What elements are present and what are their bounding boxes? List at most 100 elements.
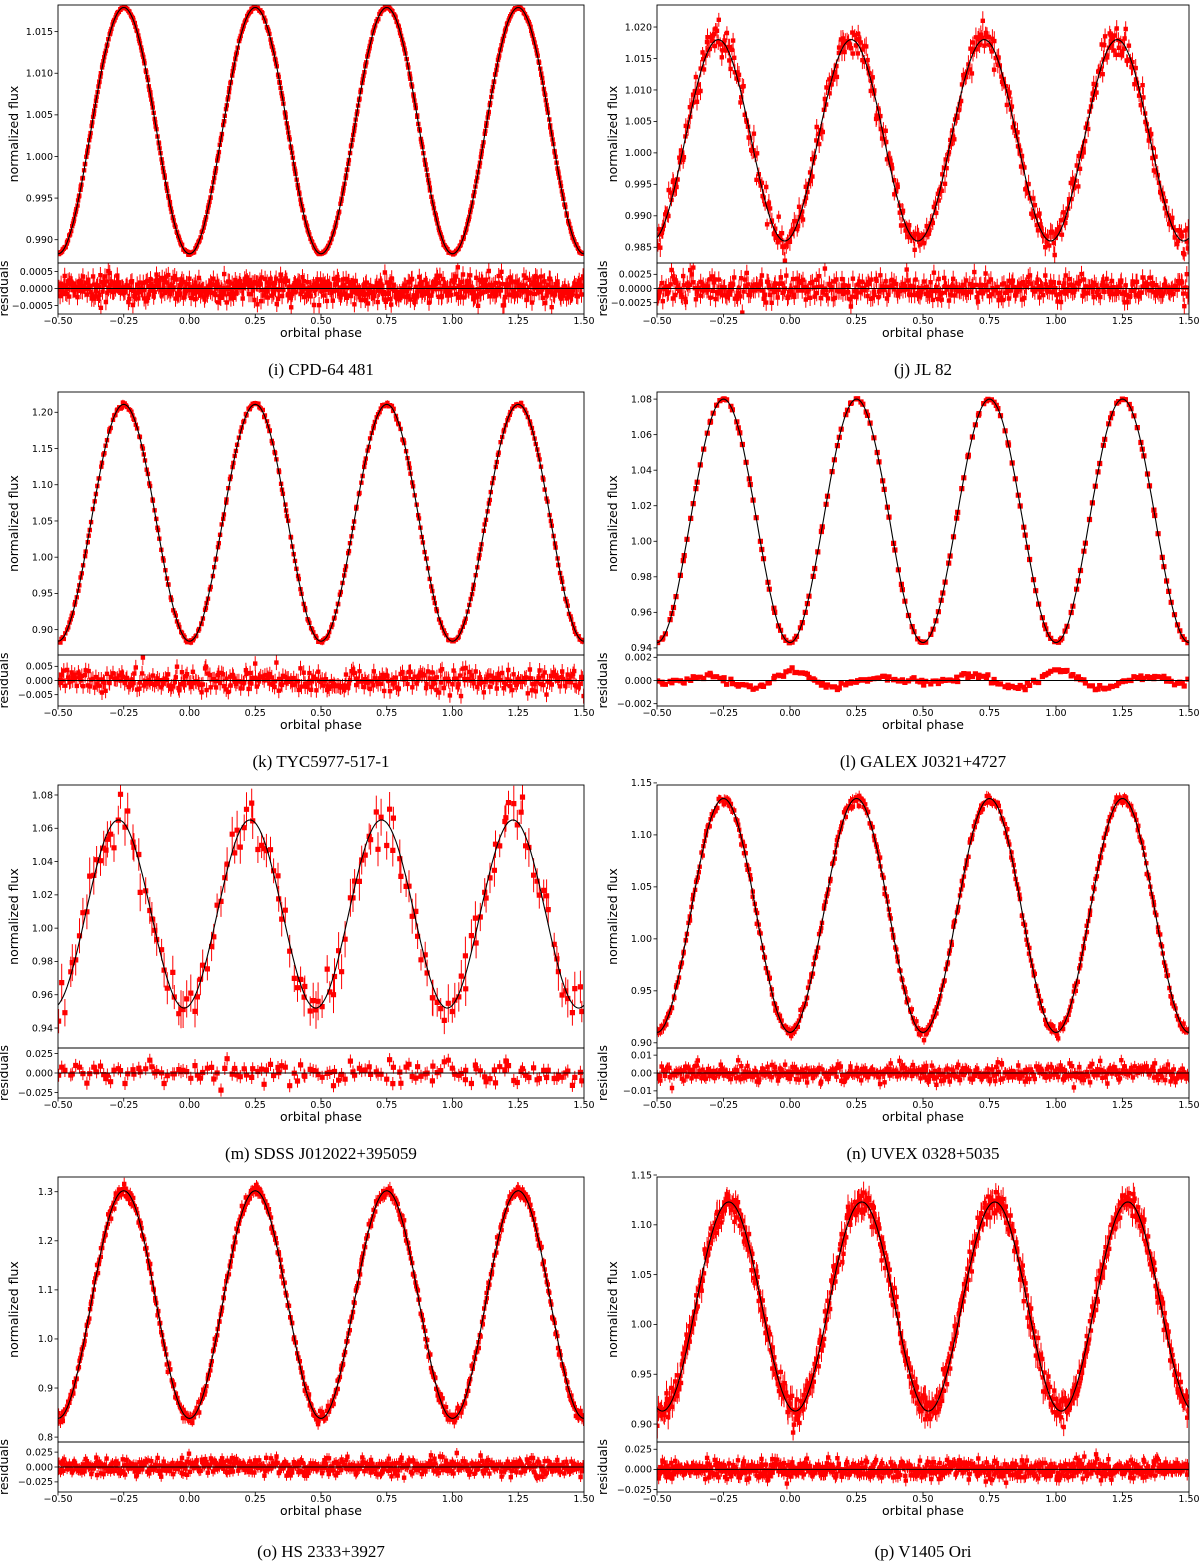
residual-y-tick-label: −0.01 — [623, 1086, 652, 1097]
residual-y-tick-label: 0.000 — [625, 1465, 652, 1476]
y-tick-label: 1.05 — [631, 882, 652, 893]
x-tick-label: 0.50 — [310, 1494, 331, 1505]
y-tick-label: 1.000 — [26, 152, 53, 163]
y-tick-label: 0.90 — [631, 1038, 652, 1049]
x-tick-label: 1.25 — [1112, 1100, 1133, 1111]
y-tick-label: 1.00 — [631, 537, 652, 548]
y-tick-label: 0.985 — [625, 243, 652, 254]
y-axis-label: normalized flux — [6, 868, 21, 965]
flux-markers — [58, 400, 584, 645]
x-axis-label: orbital phase — [280, 325, 362, 340]
x-axis-label: orbital phase — [280, 717, 362, 732]
x-tick-label: 1.00 — [1045, 1494, 1066, 1505]
x-tick-label: −0.50 — [43, 1100, 72, 1111]
x-tick-label: −0.25 — [709, 1100, 738, 1111]
residual-y-tick-label: −0.005 — [18, 690, 53, 701]
residual-axis-label: residuals — [0, 652, 11, 708]
x-tick-label: −0.50 — [642, 1100, 671, 1111]
x-tick-label: 0.25 — [245, 316, 266, 327]
x-tick-label: 0.50 — [310, 1100, 331, 1111]
flux-markers — [58, 1181, 584, 1427]
x-tick-label: 1.00 — [1045, 1100, 1066, 1111]
flux-points — [657, 790, 1189, 1045]
x-tick-label: 0.75 — [979, 316, 1000, 327]
y-tick-label: 1.0 — [38, 1334, 53, 1345]
x-tick-label: −0.50 — [642, 1494, 671, 1505]
residual-points — [58, 1052, 584, 1097]
x-tick-label: 0.00 — [779, 708, 800, 719]
x-tick-label: 1.50 — [1178, 1100, 1199, 1111]
x-tick-label: −0.50 — [43, 1494, 72, 1505]
x-tick-label: 1.50 — [573, 316, 594, 327]
x-tick-label: 0.75 — [979, 1494, 1000, 1505]
residual-y-tick-label: 0.000 — [26, 1462, 53, 1473]
residual-axis-label: residuals — [595, 260, 610, 316]
y-tick-label: 1.020 — [625, 22, 652, 33]
flux-points — [657, 396, 1189, 646]
y-tick-label: 0.8 — [38, 1432, 53, 1443]
x-axis-label: orbital phase — [882, 717, 964, 732]
residual-markers — [657, 665, 1189, 693]
x-tick-label: 0.00 — [179, 1100, 200, 1111]
x-tick-label: −0.50 — [43, 708, 72, 719]
y-tick-label: 1.000 — [625, 148, 652, 159]
residual-markers — [58, 1056, 584, 1093]
x-tick-label: 0.25 — [245, 708, 266, 719]
chart-caption: (o) HS 2333+3927 — [257, 1542, 385, 1561]
model-curve — [657, 1201, 1189, 1412]
y-tick-label: 1.05 — [32, 516, 53, 527]
residual-y-tick-label: −0.0025 — [611, 298, 652, 309]
model-curve — [657, 39, 1189, 242]
y-tick-label: 1.20 — [32, 408, 53, 419]
y-axis-label: normalized flux — [605, 1261, 620, 1358]
x-tick-label: 0.00 — [779, 316, 800, 327]
x-tick-label: 0.25 — [245, 1494, 266, 1505]
y-tick-label: 0.95 — [631, 1370, 652, 1381]
x-tick-label: 1.50 — [1178, 1494, 1199, 1505]
residual-y-tick-label: 0.00 — [631, 1068, 652, 1079]
x-tick-label: 0.75 — [376, 1100, 397, 1111]
x-tick-label: 0.00 — [179, 316, 200, 327]
residual-y-tick-label: 0.0025 — [619, 270, 652, 281]
x-tick-label: −0.25 — [109, 708, 138, 719]
x-tick-label: −0.25 — [709, 1494, 738, 1505]
y-tick-label: 1.00 — [631, 934, 652, 945]
residual-y-tick-label: −0.0005 — [12, 301, 53, 312]
residual-y-tick-label: 0.005 — [26, 662, 53, 673]
model-curve — [58, 403, 584, 642]
y-tick-label: 0.94 — [32, 1023, 53, 1034]
residual-y-tick-label: 0.0000 — [20, 284, 53, 295]
x-tick-label: 0.50 — [912, 316, 933, 327]
model-curve — [58, 6, 584, 255]
x-tick-label: 1.00 — [1045, 708, 1066, 719]
x-tick-label: 1.25 — [508, 1100, 529, 1111]
residual-points — [58, 655, 584, 704]
x-tick-label: 0.50 — [310, 708, 331, 719]
x-tick-label: 1.00 — [442, 1494, 463, 1505]
x-tick-label: −0.25 — [109, 316, 138, 327]
y-tick-label: 1.10 — [631, 1220, 652, 1231]
x-tick-label: 0.50 — [912, 708, 933, 719]
x-tick-label: 0.50 — [912, 1100, 933, 1111]
chart-i: 0.990 0.995 1.000 1.005 1.010 1.015 −0.0005 0.0… — [0, 4, 595, 379]
x-tick-label: 1.00 — [442, 708, 463, 719]
residual-y-tick-label: −0.025 — [18, 1477, 53, 1488]
x-axis-label: orbital phase — [882, 325, 964, 340]
x-tick-label: −0.50 — [642, 708, 671, 719]
chart-caption: (m) SDSS J012022+395059 — [225, 1144, 417, 1163]
y-tick-label: 1.10 — [631, 830, 652, 841]
y-tick-label: 1.00 — [32, 923, 53, 934]
y-tick-label: 1.06 — [32, 824, 53, 835]
y-tick-label: 1.015 — [26, 27, 53, 38]
model-curve — [657, 797, 1189, 1033]
flux-markers — [657, 793, 1189, 1043]
flux-errorbars — [657, 11, 1189, 263]
y-axis-label: normalized flux — [605, 475, 620, 572]
y-tick-label: 1.15 — [631, 778, 652, 789]
chart-j: 0.985 0.990 0.995 1.000 1.005 1.010 1.015 1.020… — [595, 4, 1200, 379]
x-tick-label: 0.25 — [846, 1100, 867, 1111]
residual-points — [657, 1054, 1189, 1094]
y-tick-label: 0.90 — [631, 1419, 652, 1430]
x-axis-label: orbital phase — [280, 1503, 362, 1518]
